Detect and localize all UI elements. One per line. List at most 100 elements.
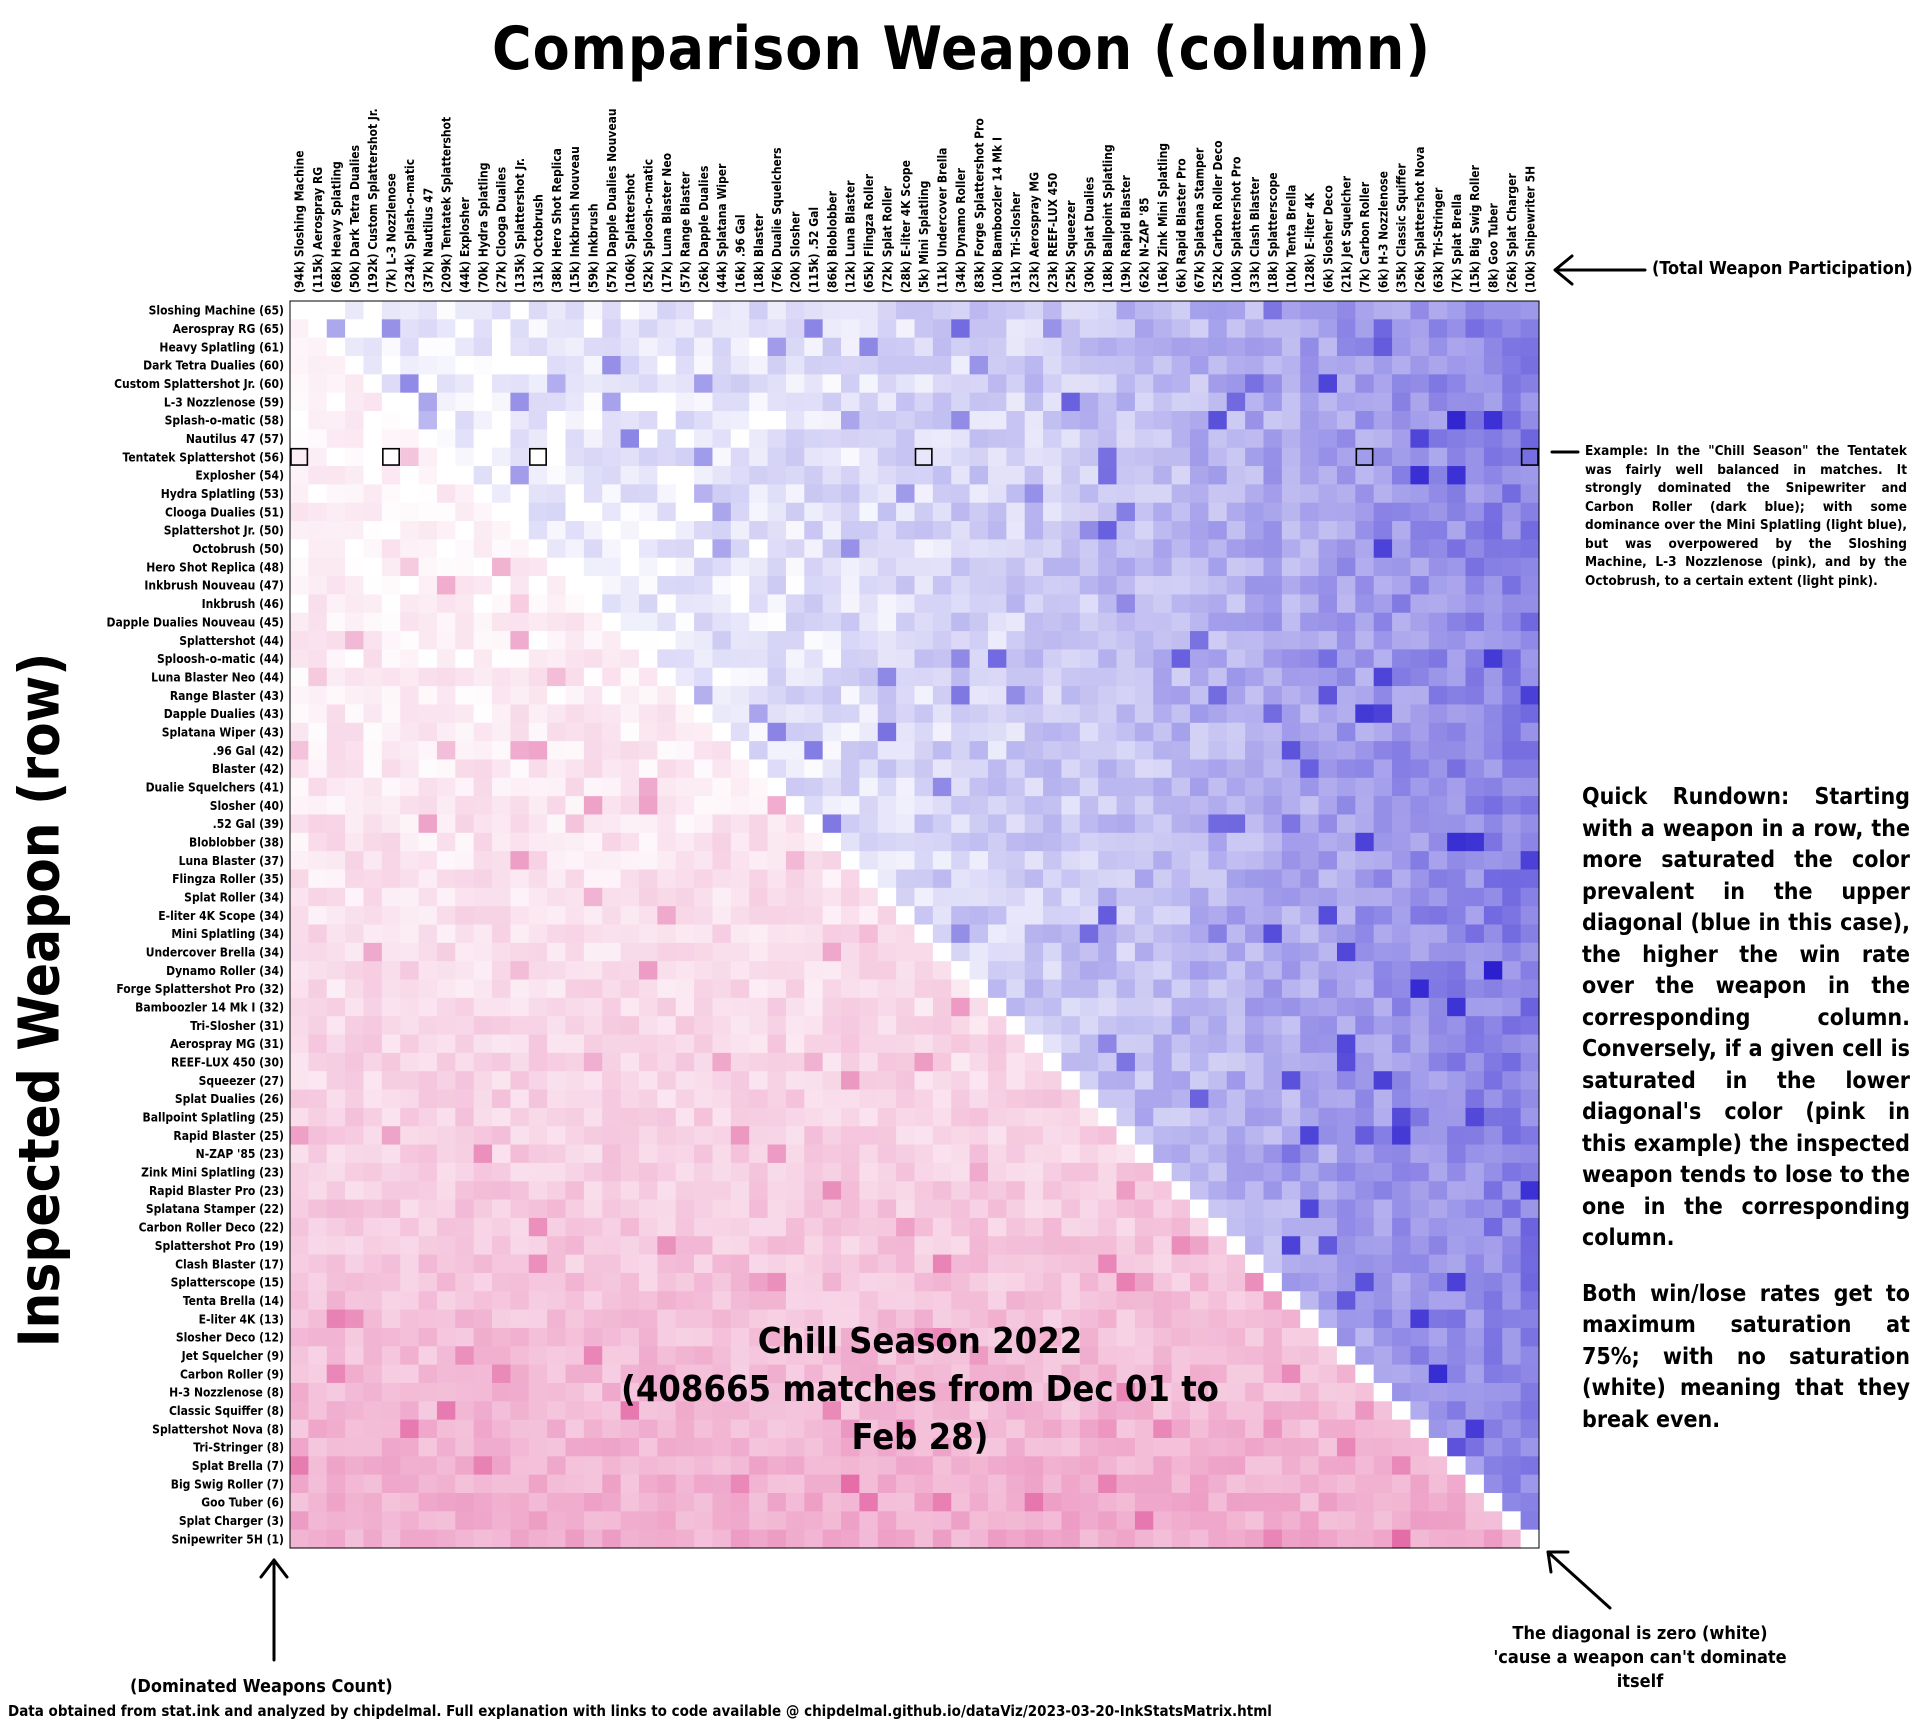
row-label: Carbon Roller (9) [180, 1367, 284, 1381]
heatmap-cell [1373, 814, 1393, 834]
heatmap-cell [1226, 576, 1246, 596]
heatmap-cell [381, 979, 401, 999]
heatmap-cell [1134, 411, 1154, 430]
heatmap-cell [804, 942, 824, 962]
heatmap-cell [767, 356, 787, 375]
heatmap-cell [1153, 1327, 1173, 1347]
heatmap-cell [602, 1199, 622, 1219]
heatmap-cell [1079, 1089, 1099, 1109]
heatmap-cell [455, 447, 475, 467]
heatmap-cell [565, 1162, 585, 1182]
heatmap-cell [841, 1364, 860, 1384]
heatmap-cell [657, 301, 677, 320]
heatmap-cell [1410, 869, 1430, 889]
heatmap-cell [436, 869, 456, 889]
heatmap-cell [602, 392, 622, 412]
heatmap-cell [583, 979, 603, 999]
heatmap-cell [381, 1236, 401, 1256]
heatmap-cell [1410, 832, 1430, 852]
heatmap-cell [1483, 796, 1503, 816]
heatmap-cell [1006, 741, 1026, 761]
heatmap-cell [969, 1144, 989, 1164]
heatmap-cell [1281, 869, 1301, 889]
heatmap-cell [1281, 1492, 1301, 1512]
heatmap-cell [602, 356, 622, 375]
heatmap-cell [1134, 337, 1154, 357]
heatmap-cell [326, 1181, 346, 1201]
heatmap-cell [492, 1071, 512, 1091]
heatmap-cell [1520, 1107, 1540, 1127]
heatmap-cell [896, 466, 916, 485]
heatmap-cell [1300, 1107, 1320, 1127]
heatmap-cell [1043, 997, 1063, 1017]
heatmap-cell [1392, 337, 1412, 357]
heatmap-cell [841, 832, 860, 852]
heatmap-cell [363, 1492, 383, 1512]
heatmap-cell [492, 814, 512, 834]
heatmap-cell [694, 1236, 714, 1256]
heatmap-cell [308, 649, 328, 669]
heatmap-cell [1116, 429, 1136, 449]
heatmap-cell [1153, 319, 1173, 339]
heatmap-cell [1300, 869, 1320, 889]
heatmap-cell [1465, 777, 1485, 797]
heatmap-cell [436, 979, 456, 999]
heatmap-cell [1483, 906, 1503, 926]
heatmap-cell [822, 1126, 842, 1146]
heatmap-cell [969, 686, 989, 706]
heatmap-cell [455, 521, 475, 540]
heatmap-cell [822, 1236, 842, 1256]
heatmap-cell [1483, 1272, 1503, 1292]
heatmap-cell [1024, 502, 1044, 522]
heatmap-cell [345, 1309, 365, 1329]
heatmap-cell [1281, 942, 1301, 962]
heatmap-cell [528, 1162, 548, 1182]
heatmap-cell [1098, 924, 1118, 944]
heatmap-frame [289, 300, 1540, 1549]
heatmap-cell [951, 1291, 971, 1311]
heatmap-cell [363, 1016, 383, 1036]
heatmap-cell [896, 777, 916, 797]
heatmap-cell [1079, 1272, 1099, 1292]
heatmap-cell [1465, 1511, 1485, 1531]
heatmap-cell [1079, 777, 1099, 797]
heatmap-cell [583, 1089, 603, 1109]
heatmap-cell [914, 1272, 934, 1292]
heatmap-cell [1190, 319, 1209, 339]
heatmap-cell [1061, 1034, 1081, 1054]
heatmap-cell [1281, 576, 1301, 596]
heatmap-cell [1520, 942, 1540, 962]
heatmap-cell [308, 1236, 328, 1256]
heatmap-cell [1447, 942, 1467, 962]
heatmap-cell [694, 1492, 714, 1512]
heatmap-cell [712, 1181, 732, 1201]
heatmap-cell [675, 374, 695, 394]
heatmap-cell [492, 1456, 512, 1476]
heatmap-cell [455, 1181, 475, 1201]
heatmap-cell [1373, 906, 1393, 926]
heatmap-cell [1392, 447, 1412, 467]
heatmap-cell [785, 631, 805, 651]
heatmap-cell [1355, 1016, 1375, 1036]
heatmap-cell [1024, 1511, 1044, 1531]
heatmap-cell [1061, 851, 1081, 871]
heatmap-cell [1520, 1071, 1540, 1091]
heatmap-cell [1098, 429, 1118, 449]
heatmap-cell [1024, 1437, 1044, 1457]
heatmap-cell [914, 997, 934, 1017]
heatmap-cell [767, 1327, 787, 1347]
heatmap-cell [326, 1364, 346, 1384]
heatmap-cell [1171, 1016, 1191, 1036]
heatmap-cell [1043, 521, 1063, 540]
heatmap-cell [877, 1052, 897, 1072]
heatmap-cell [1024, 466, 1044, 485]
heatmap-cell [749, 612, 769, 632]
heatmap-cell [510, 851, 530, 871]
heatmap-cell [859, 1052, 879, 1072]
heatmap-cell [308, 557, 328, 577]
heatmap-cell [1061, 832, 1081, 852]
heatmap-cell [749, 1199, 769, 1219]
heatmap-cell [345, 1511, 365, 1531]
heatmap-cell [1355, 1346, 1375, 1366]
heatmap-cell [657, 887, 677, 907]
